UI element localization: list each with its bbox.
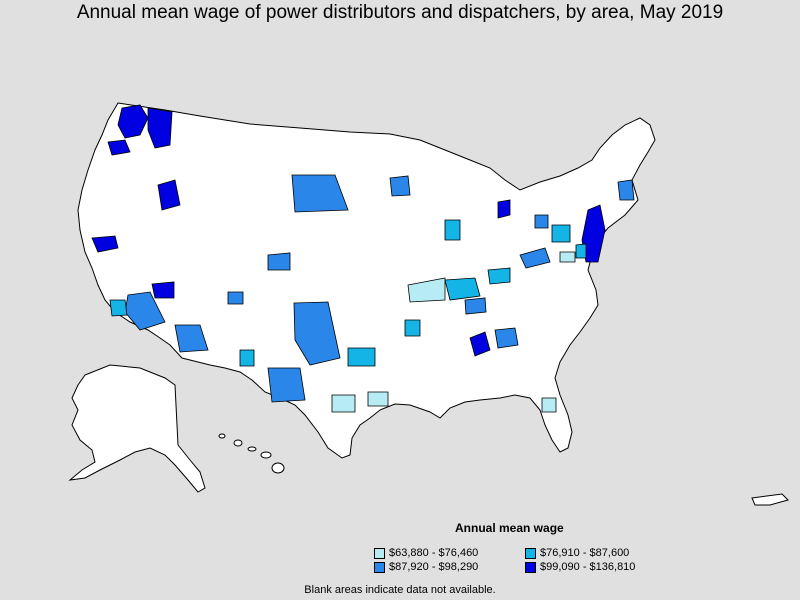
area-tennessee-north — [444, 277, 481, 301]
area-florida-north — [541, 397, 557, 413]
area-sacramento-ca — [91, 235, 119, 253]
area-virginia — [487, 267, 511, 285]
area-oklahoma-texas — [293, 301, 341, 366]
area-west-texas — [267, 367, 306, 403]
area-boise-id — [157, 179, 181, 211]
legend-item-1: $63,880 - $76,460 — [374, 547, 478, 559]
area-ohio-valley — [519, 247, 551, 269]
area-utah-colorado — [267, 252, 291, 271]
legend-swatch-2 — [525, 547, 536, 559]
area-los-angeles-ca — [109, 299, 128, 317]
area-houston-tx — [367, 391, 389, 407]
area-northeast-corridor — [581, 204, 606, 263]
area-dakota-wyoming — [291, 174, 349, 213]
legend-label-2: $76,910 - $87,600 — [540, 547, 630, 559]
area-delaware-maryland — [559, 251, 576, 263]
contiguous-us-shape — [77, 102, 656, 459]
hawaii-shapes — [218, 433, 285, 474]
highlighted-areas — [91, 104, 635, 413]
alaska-shape — [68, 364, 206, 493]
legend-item-2: $76,910 - $87,600 — [525, 547, 629, 559]
legend-title: Annual mean wage — [455, 521, 564, 535]
legend-item-3: $87,920 - $98,290 — [374, 561, 478, 573]
area-arizona — [174, 324, 209, 353]
area-new-mexico-north — [227, 291, 244, 305]
legend-label-4: $99,090 - $136,810 — [540, 561, 636, 573]
area-spokane-wa — [147, 107, 173, 149]
area-minnesota — [389, 175, 411, 197]
map-title: Annual mean wage of power distributors a… — [76, 2, 724, 23]
legend-label-3: $87,920 - $98,290 — [389, 561, 479, 573]
area-mississippi-valley — [404, 319, 421, 337]
area-central-texas — [331, 394, 356, 413]
puerto-rico-shape — [751, 493, 789, 506]
footnote: Blank areas indicate data not available. — [304, 584, 496, 596]
area-kentucky-west — [407, 277, 446, 303]
area-michigan-east — [497, 199, 511, 219]
area-tennessee-south — [469, 331, 491, 357]
area-east-texas — [347, 347, 376, 367]
legend-label-1: $63,880 - $76,460 — [389, 547, 479, 559]
legend-swatch-1 — [374, 547, 385, 559]
area-new-york-inland — [534, 214, 549, 229]
area-las-vegas-nv — [151, 281, 175, 299]
area-portland-or — [107, 139, 131, 156]
area-maine-coast — [617, 179, 635, 201]
area-new-jersey — [575, 243, 587, 259]
legend-swatch-3 — [374, 561, 385, 573]
area-new-mexico-south — [239, 349, 255, 367]
area-seattle-wa — [117, 104, 149, 139]
area-alabama-georgia — [494, 327, 519, 349]
legend-swatch-4 — [525, 561, 536, 573]
area-illinois — [444, 219, 461, 241]
area-kentucky — [464, 297, 487, 315]
legend-item-4: $99,090 - $136,810 — [525, 561, 635, 573]
area-pennsylvania — [551, 224, 571, 243]
